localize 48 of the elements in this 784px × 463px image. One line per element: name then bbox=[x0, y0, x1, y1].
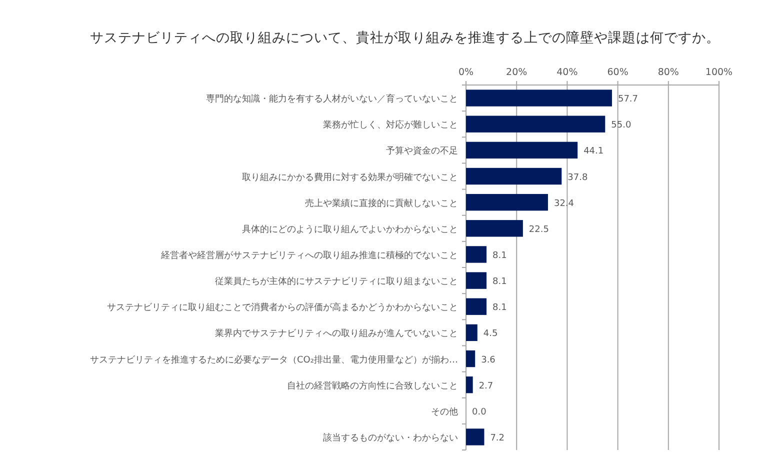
y-tick-label: 業界内でサステナビリティへの取り組みが進んでいないこと bbox=[215, 328, 458, 340]
x-tick-label: 80% bbox=[658, 67, 679, 78]
y-tick-label: 具体的にどのように取り組んでよいかわからないこと bbox=[242, 224, 458, 235]
bar bbox=[466, 194, 548, 211]
y-tick-label: 売上や業績に直接的に貢献しないこと bbox=[305, 198, 458, 209]
y-tick-label: 自社の経営戦略の方向性に合致しないこと bbox=[287, 380, 458, 392]
bar bbox=[466, 272, 486, 289]
x-tick-label: 0% bbox=[458, 67, 474, 78]
bar bbox=[466, 90, 612, 106]
y-tick-label: 取り組みにかかる費用に対する効果が明確でないこと bbox=[242, 172, 458, 183]
y-tick-label: 経営者や経営層がサステナビリティへの取り組み推進に積極的でないこと bbox=[160, 250, 458, 261]
data-label: 0.0 bbox=[472, 407, 487, 418]
data-label: 44.1 bbox=[584, 146, 604, 157]
data-label: 37.8 bbox=[568, 172, 588, 183]
bar bbox=[466, 324, 478, 342]
y-tick-label: サステナビリティに取り組むことで消費者からの評価が高まるかどうかわからないこと bbox=[107, 302, 458, 314]
data-label: 7.2 bbox=[490, 433, 505, 444]
data-label: 32.4 bbox=[554, 198, 574, 209]
data-label: 22.5 bbox=[528, 224, 549, 235]
y-tick-label: 該当するものがない・わからない bbox=[323, 432, 458, 444]
data-label: 57.7 bbox=[618, 94, 638, 105]
y-tick-label: その他 bbox=[431, 406, 458, 418]
data-label: 4.5 bbox=[483, 329, 498, 340]
data-label: 8.1 bbox=[492, 250, 507, 261]
bar bbox=[466, 350, 476, 368]
y-tick-label: 業務が忙しく、対応が難しいこと bbox=[323, 120, 458, 131]
data-label: 55.0 bbox=[611, 120, 632, 131]
x-tick-label: 100% bbox=[705, 67, 733, 78]
data-label: 2.7 bbox=[478, 381, 494, 392]
bar bbox=[466, 428, 484, 446]
x-tick-label: 20% bbox=[506, 67, 528, 78]
chart-title: サステナビリティへの取り組みについて、貴社が取り組みを推進する上での障壁や課題は何ですか。 bbox=[90, 30, 720, 46]
y-tick-label: 予算や資金の不足 bbox=[386, 146, 458, 157]
data-label: 8.1 bbox=[492, 303, 507, 314]
bar bbox=[466, 116, 606, 132]
bar bbox=[466, 168, 562, 185]
data-label: 3.6 bbox=[481, 355, 496, 366]
y-tick-label: 専門的な知識・能力を有する人材がいない／育っていないこと bbox=[206, 94, 458, 105]
bar bbox=[466, 220, 523, 237]
bar bbox=[466, 142, 578, 159]
data-label: 8.1 bbox=[492, 277, 507, 288]
y-tick-label: サステナビリティを推進するために必要なデータ（CO₂排出量、電力使用量など）が揃わ… bbox=[90, 354, 458, 366]
bar bbox=[466, 246, 486, 263]
x-tick-label: 40% bbox=[556, 67, 578, 78]
x-tick-label: 60% bbox=[607, 67, 628, 78]
bar bbox=[466, 376, 473, 394]
y-tick-label: 従業員たちが主体的にサステナビリティに取り組まないこと bbox=[215, 276, 458, 288]
bar bbox=[466, 298, 486, 315]
